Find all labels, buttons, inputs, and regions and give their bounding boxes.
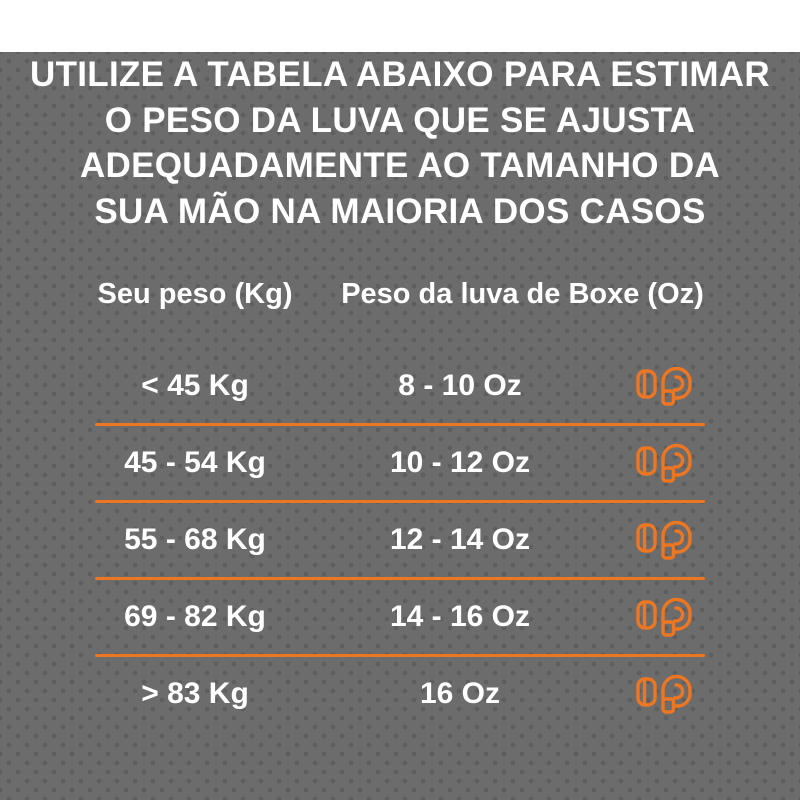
- glove-weight-cell: 8 - 10 Oz: [398, 369, 522, 402]
- weight-cell: 69 - 82 Kg: [124, 600, 266, 633]
- row-divider: [95, 654, 705, 657]
- table-row: 69 - 82 Kg 14 - 16 Oz: [95, 580, 705, 654]
- column-header-weight: Seu peso (Kg): [97, 278, 293, 310]
- row-divider: [95, 500, 705, 503]
- weight-cell: 45 - 54 Kg: [124, 446, 266, 479]
- row-divider: [95, 577, 705, 580]
- table-header-row: Seu peso (Kg) Peso da luva de Boxe (Oz): [95, 278, 705, 311]
- size-table: < 45 Kg 8 - 10 Oz 45 - 54 Kg 10 - 12 Oz …: [95, 349, 705, 731]
- boxing-gloves-icon: [625, 362, 705, 410]
- boxing-gloves-icon: [625, 516, 705, 564]
- table-row: 45 - 54 Kg 10 - 12 Oz: [95, 426, 705, 500]
- glove-weight-cell: 10 - 12 Oz: [389, 446, 531, 479]
- weight-cell: 55 - 68 Kg: [124, 523, 266, 556]
- glove-weight-cell: 16 Oz: [419, 677, 501, 710]
- boxing-gloves-icon: [625, 593, 705, 641]
- glove-size-chart: UTILIZE A TABELA ABAIXO PARA ESTIMAR O P…: [0, 52, 800, 800]
- boxing-gloves-icon: [625, 670, 705, 718]
- weight-cell: > 83 Kg: [141, 677, 249, 710]
- row-divider: [95, 423, 705, 426]
- chart-title: UTILIZE A TABELA ABAIXO PARA ESTIMAR O P…: [30, 55, 770, 231]
- glove-weight-cell: 14 - 16 Oz: [389, 600, 531, 633]
- column-header-glove-weight: Peso da luva de Boxe (Oz): [341, 278, 704, 310]
- table-row: 55 - 68 Kg 12 - 14 Oz: [95, 503, 705, 577]
- table-row: > 83 Kg 16 Oz: [95, 657, 705, 731]
- weight-cell: < 45 Kg: [141, 369, 249, 402]
- glove-weight-cell: 12 - 14 Oz: [389, 523, 531, 556]
- boxing-gloves-icon: [625, 439, 705, 487]
- table-row: < 45 Kg 8 - 10 Oz: [95, 349, 705, 423]
